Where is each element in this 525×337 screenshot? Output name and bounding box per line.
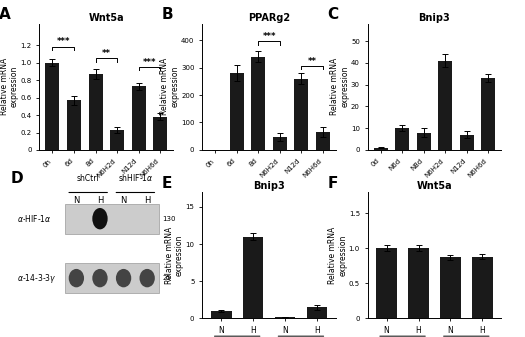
Title: Bnip3: Bnip3 [253, 181, 285, 191]
Text: ***: *** [143, 58, 156, 66]
Ellipse shape [140, 269, 155, 287]
Title: PPARg2: PPARg2 [248, 13, 290, 23]
Bar [132, 86, 145, 150]
Bar [295, 79, 308, 150]
Text: ***: *** [57, 37, 70, 47]
Bar [374, 148, 387, 150]
Y-axis label: Relative mRNA
expression: Relative mRNA expression [160, 58, 180, 115]
Text: 25: 25 [162, 275, 171, 281]
Ellipse shape [69, 269, 84, 287]
Bar [65, 263, 159, 293]
Bar [89, 74, 102, 150]
Text: H: H [144, 196, 150, 206]
Text: E: E [162, 176, 172, 191]
Text: $\alpha$-HIF-1$\alpha$: $\alpha$-HIF-1$\alpha$ [17, 213, 52, 224]
Text: shCtrl: shCtrl [77, 174, 100, 183]
Text: B: B [162, 7, 174, 22]
Text: shHIF-1$\alpha$: shHIF-1$\alpha$ [118, 172, 153, 183]
Text: A: A [0, 7, 11, 22]
Text: N: N [73, 196, 80, 206]
Text: **: ** [308, 57, 317, 65]
Bar [273, 137, 287, 150]
Bar [438, 61, 452, 150]
Text: D: D [11, 171, 24, 186]
Bar [376, 248, 397, 318]
Bar [481, 78, 495, 150]
Title: Wnt5a: Wnt5a [89, 13, 124, 23]
Bar [275, 317, 296, 318]
Y-axis label: Relative mRNA
expression: Relative mRNA expression [330, 58, 350, 115]
Y-axis label: Relative mRNA
expression: Relative mRNA expression [165, 227, 184, 284]
Y-axis label: Relative mRNA
expression: Relative mRNA expression [0, 58, 19, 115]
Bar [440, 257, 461, 318]
Bar [243, 237, 264, 318]
Text: $\alpha$-14-3-3$\gamma$: $\alpha$-14-3-3$\gamma$ [17, 272, 57, 285]
Bar [153, 117, 167, 150]
Text: ***: *** [262, 32, 276, 41]
Bar [211, 311, 232, 318]
Text: 130: 130 [162, 216, 176, 222]
Text: **: ** [102, 49, 111, 58]
Text: H: H [97, 196, 103, 206]
Text: F: F [328, 176, 338, 191]
Bar [395, 128, 409, 150]
Y-axis label: Relative mRNA
expression: Relative mRNA expression [328, 227, 347, 284]
Bar [417, 132, 430, 150]
Ellipse shape [116, 269, 131, 287]
Text: N: N [120, 196, 127, 206]
Bar [110, 130, 124, 150]
Ellipse shape [92, 208, 108, 229]
Bar [67, 100, 81, 150]
Text: C: C [328, 7, 339, 22]
Ellipse shape [92, 269, 108, 287]
Bar [408, 248, 429, 318]
Bar [65, 204, 159, 234]
Title: Bnip3: Bnip3 [418, 13, 450, 23]
Bar [316, 132, 330, 150]
Bar [251, 57, 265, 150]
Bar [460, 135, 474, 150]
Bar [46, 63, 59, 150]
Bar [307, 307, 327, 318]
Bar [472, 257, 492, 318]
Bar [230, 73, 244, 150]
Title: Wnt5a: Wnt5a [417, 181, 452, 191]
